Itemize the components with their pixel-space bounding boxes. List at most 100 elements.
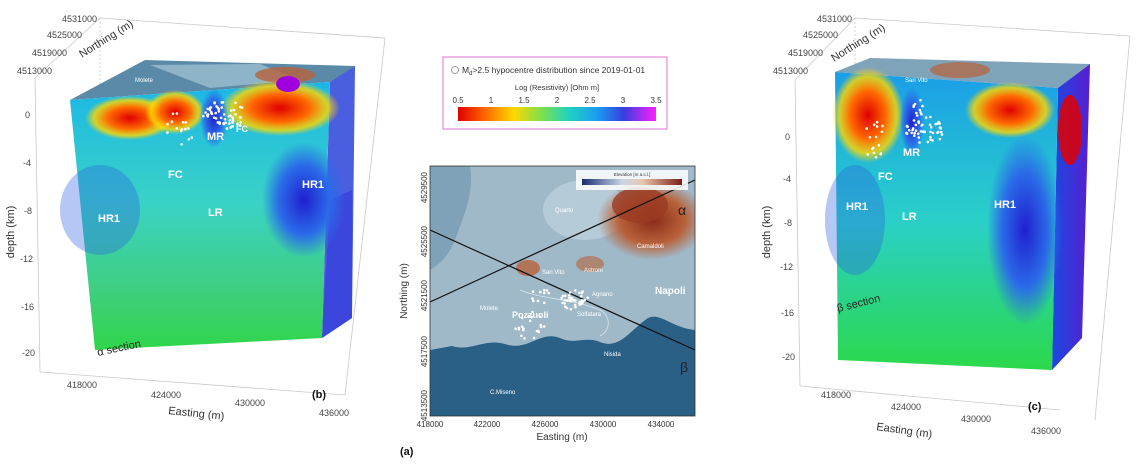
hypocentre-dot	[206, 107, 209, 111]
map-area: Elevation [m a.s.l.] Quarto Camaldoli Na…	[430, 166, 695, 416]
hypocentre-dot	[580, 294, 583, 298]
place-camaldoli: Camaldoli	[637, 244, 664, 250]
x-tick: 430000	[590, 420, 617, 429]
northing-axis-label: Northing (m)	[829, 22, 887, 65]
hypocentre-dot	[929, 126, 933, 129]
hypocentre-dot	[531, 297, 534, 300]
hypocentre-dot	[175, 126, 179, 130]
hypocentre-dot	[166, 122, 169, 126]
hypocentre-dot	[929, 115, 932, 119]
panel-tag: (b)	[312, 389, 326, 401]
hypocentre-dot	[543, 301, 546, 305]
hypocentre-dot	[936, 122, 940, 125]
hypocentre-dot	[917, 136, 921, 139]
anomaly-hr1-right	[987, 135, 1063, 325]
scale-tick: 0.5	[452, 96, 464, 105]
legend-hypocentre-text: Md>2.5 hypocentre distribution since 201…	[462, 65, 645, 77]
northing-tick: 4519000	[32, 48, 67, 58]
hypocentre-dot	[220, 106, 223, 109]
hypocentre-dot	[938, 137, 942, 141]
hypocentre-dot	[917, 121, 921, 125]
easting-tick: 436000	[319, 408, 349, 418]
hypocentre-dot	[229, 114, 232, 117]
hypocentre-dot	[239, 116, 242, 119]
hypocentre-dot	[929, 138, 932, 141]
panel-b-depth-ticks: 0 -4 -8 -12 -16 -20	[20, 110, 35, 358]
hypocentre-dot	[569, 296, 572, 300]
depth-tick: -8	[784, 218, 792, 228]
hypocentre-dot	[537, 330, 540, 333]
label-lr: LR	[208, 207, 223, 219]
hypocentre-dot	[880, 130, 884, 133]
hypocentre-dot	[528, 319, 532, 323]
place-nisida: Nisida	[604, 352, 621, 358]
hypocentre-dot	[881, 124, 884, 128]
label-fc: FC	[168, 169, 183, 181]
depth-tick: 0	[25, 110, 30, 120]
map-ylabel: Northing (m)	[399, 263, 410, 319]
northing-tick: 4513000	[773, 66, 808, 76]
map-frame	[429, 165, 696, 417]
hypocentre-dot	[230, 125, 233, 129]
hypocentre-dot	[520, 334, 523, 338]
label-hr1-right: HR1	[302, 179, 324, 191]
northing-tick: 4519000	[788, 48, 823, 58]
northing-tick: 4531000	[817, 14, 852, 24]
hypocentre-dot	[913, 131, 916, 135]
hypocentre-dot	[520, 316, 524, 320]
hypocentre-dot	[919, 130, 923, 133]
hypocentre-dot	[180, 143, 183, 146]
hypocentre-dot	[239, 121, 242, 124]
y-tick: 4521500	[420, 279, 429, 311]
hypocentre-dot	[213, 101, 216, 104]
hypocentre-dot	[905, 124, 909, 128]
label-hr1-right: HR1	[994, 199, 1016, 211]
hypocentre-dot	[936, 130, 940, 134]
hypocentre-dot	[563, 298, 567, 302]
hypocentre-dot	[239, 105, 242, 109]
label-mr: MR	[207, 131, 224, 143]
hypocentre-dot	[921, 123, 924, 127]
scale-title: Log (Resistivity) [Ohm m]	[515, 83, 599, 92]
hypocentre-dot	[543, 291, 546, 295]
hypocentre-dot	[938, 126, 942, 129]
hypocentre-dot	[875, 120, 879, 124]
hypocentre-dot	[874, 156, 878, 159]
hypocentre-dot	[931, 131, 935, 135]
label-lr: LR	[902, 211, 917, 223]
anomaly-red-left	[832, 67, 904, 163]
hypocentre-dot	[531, 310, 534, 314]
hypocentre-dot	[926, 140, 930, 144]
panel-b-hypocentres	[166, 101, 244, 146]
scale-tick: 2.5	[584, 96, 596, 105]
hypocentre-dot	[911, 128, 914, 132]
hypocentre-dot	[187, 138, 191, 141]
hypocentre-dot	[877, 143, 881, 147]
hypocentre-dot	[918, 141, 921, 144]
northing-tick: 4513000	[17, 66, 52, 76]
hypocentre-dot	[568, 291, 572, 294]
hypocentre-dot	[214, 111, 217, 115]
hypocentre-dot	[907, 128, 911, 132]
hypocentre-dot	[228, 122, 231, 125]
anomaly-mr	[900, 87, 924, 157]
hypocentre-dot	[184, 127, 187, 131]
hypocentre-dot	[180, 128, 184, 131]
depth-tick: -12	[20, 254, 33, 264]
hypocentre-dot	[539, 323, 542, 327]
hypocentre-dot	[175, 112, 179, 115]
hypocentre-dot	[563, 302, 566, 305]
anomaly-red-right	[220, 80, 340, 136]
y-tick: 4525500	[420, 225, 429, 257]
place-cmiseno: C.Miseno	[490, 390, 516, 396]
hypocentre-dot	[564, 294, 567, 298]
hypocentre-dot	[567, 294, 571, 297]
depth-tick: -4	[23, 158, 31, 168]
hypocentre-dot	[219, 116, 223, 120]
panel-b-front-face	[70, 82, 330, 350]
panel-c-depth-ticks: 0 -4 -8 -12 -16 -20	[780, 132, 795, 362]
hypocentre-dot	[928, 123, 932, 127]
northing-tick: 4525000	[803, 30, 838, 40]
